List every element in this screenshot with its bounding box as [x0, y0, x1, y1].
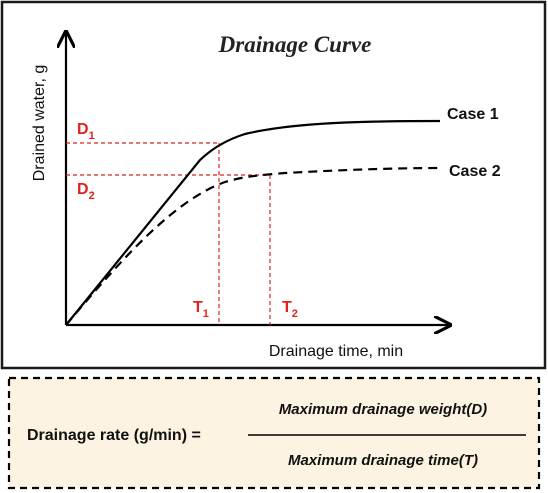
d1-marker: D1 — [77, 121, 95, 142]
case-2-label: Case 2 — [449, 163, 501, 180]
d1-letter: D — [77, 121, 89, 138]
x-axis-label: Drainage time, min — [269, 343, 403, 360]
t1-subscript: 1 — [203, 308, 209, 320]
case-1-curve — [65, 119, 441, 326]
guide-lines — [66, 142, 271, 325]
case-2-curve — [65, 166, 441, 326]
formula-lhs: Drainage rate (g/min) = — [27, 427, 201, 444]
t2-marker: T2 — [282, 299, 298, 320]
t2-letter: T — [282, 299, 292, 316]
t1-letter: T — [193, 299, 203, 316]
d2-marker: D2 — [77, 181, 95, 202]
formula-denominator: Maximum drainage time(T) — [288, 452, 478, 469]
d2-subscript: 2 — [89, 190, 95, 202]
d2-letter: D — [77, 181, 89, 198]
svg-text:D2: D2 — [77, 181, 95, 202]
chart-title: Drainage Curve — [218, 32, 372, 57]
formula-numerator: Maximum drainage weight(D) — [279, 401, 487, 418]
svg-text:D1: D1 — [77, 121, 95, 142]
svg-text:T2: T2 — [282, 299, 298, 320]
svg-text:T1: T1 — [193, 299, 209, 320]
t2-subscript: 2 — [292, 308, 298, 320]
chart-frame — [0, 0, 547, 370]
y-axis-label: Drained water, g — [31, 65, 48, 182]
formula-box — [7, 376, 541, 490]
t1-marker: T1 — [193, 299, 209, 320]
case-1-label: Case 1 — [447, 106, 499, 123]
d1-subscript: 1 — [89, 130, 95, 142]
